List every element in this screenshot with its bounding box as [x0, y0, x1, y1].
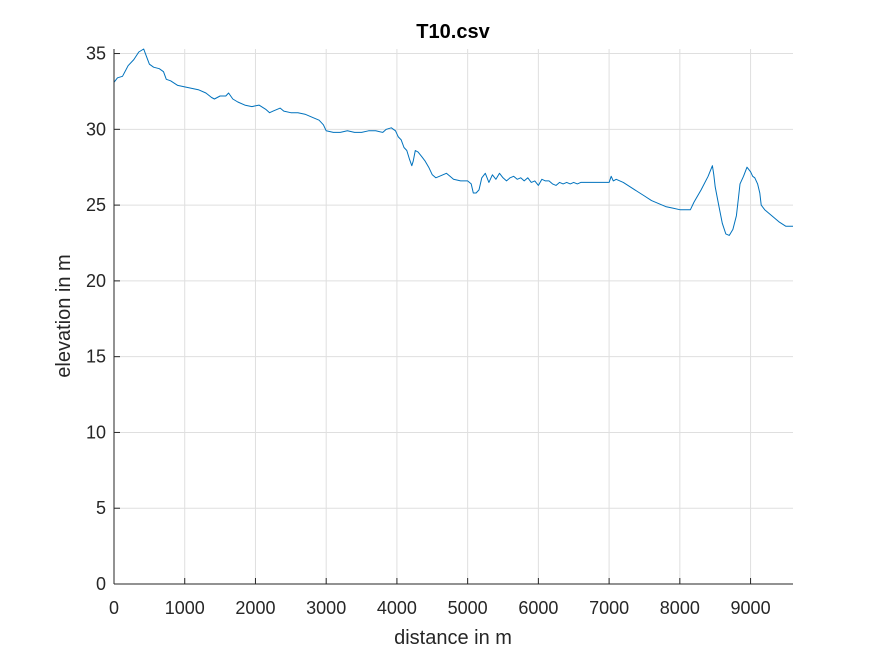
y-tick-label: 15 — [86, 347, 106, 367]
x-tick-label: 3000 — [306, 598, 346, 618]
x-tick-label: 4000 — [377, 598, 417, 618]
x-axis-label: distance in m — [394, 627, 512, 649]
x-tick-label: 2000 — [235, 598, 275, 618]
chart-title: T10.csv — [416, 21, 490, 43]
x-tick-label: 6000 — [518, 598, 558, 618]
x-tick-label: 5000 — [448, 598, 488, 618]
series-line-layer — [113, 48, 793, 236]
elevation-series-line — [113, 48, 793, 236]
axes — [113, 49, 793, 585]
y-tick-label: 20 — [86, 271, 106, 291]
y-tick-label: 5 — [96, 498, 106, 518]
y-tick-label: 25 — [86, 195, 106, 215]
x-tick-label: 8000 — [660, 598, 700, 618]
x-tick-label: 1000 — [165, 598, 205, 618]
y-tick-label: 35 — [86, 44, 106, 64]
y-axis-label: elevation in m — [53, 254, 75, 377]
tick-labels: 0 1000 2000 3000 4000 5000 6000 7000 8000 9000 0 5 1… — [86, 44, 771, 618]
x-tick-label: 0 — [109, 598, 119, 618]
y-tick-label: 10 — [86, 422, 106, 442]
x-tick-label: 7000 — [589, 598, 629, 618]
y-tick-label: 0 — [96, 574, 106, 594]
grid-lines — [114, 49, 793, 584]
y-tick-label: 30 — [86, 119, 106, 139]
x-tick-label: 9000 — [731, 598, 771, 618]
